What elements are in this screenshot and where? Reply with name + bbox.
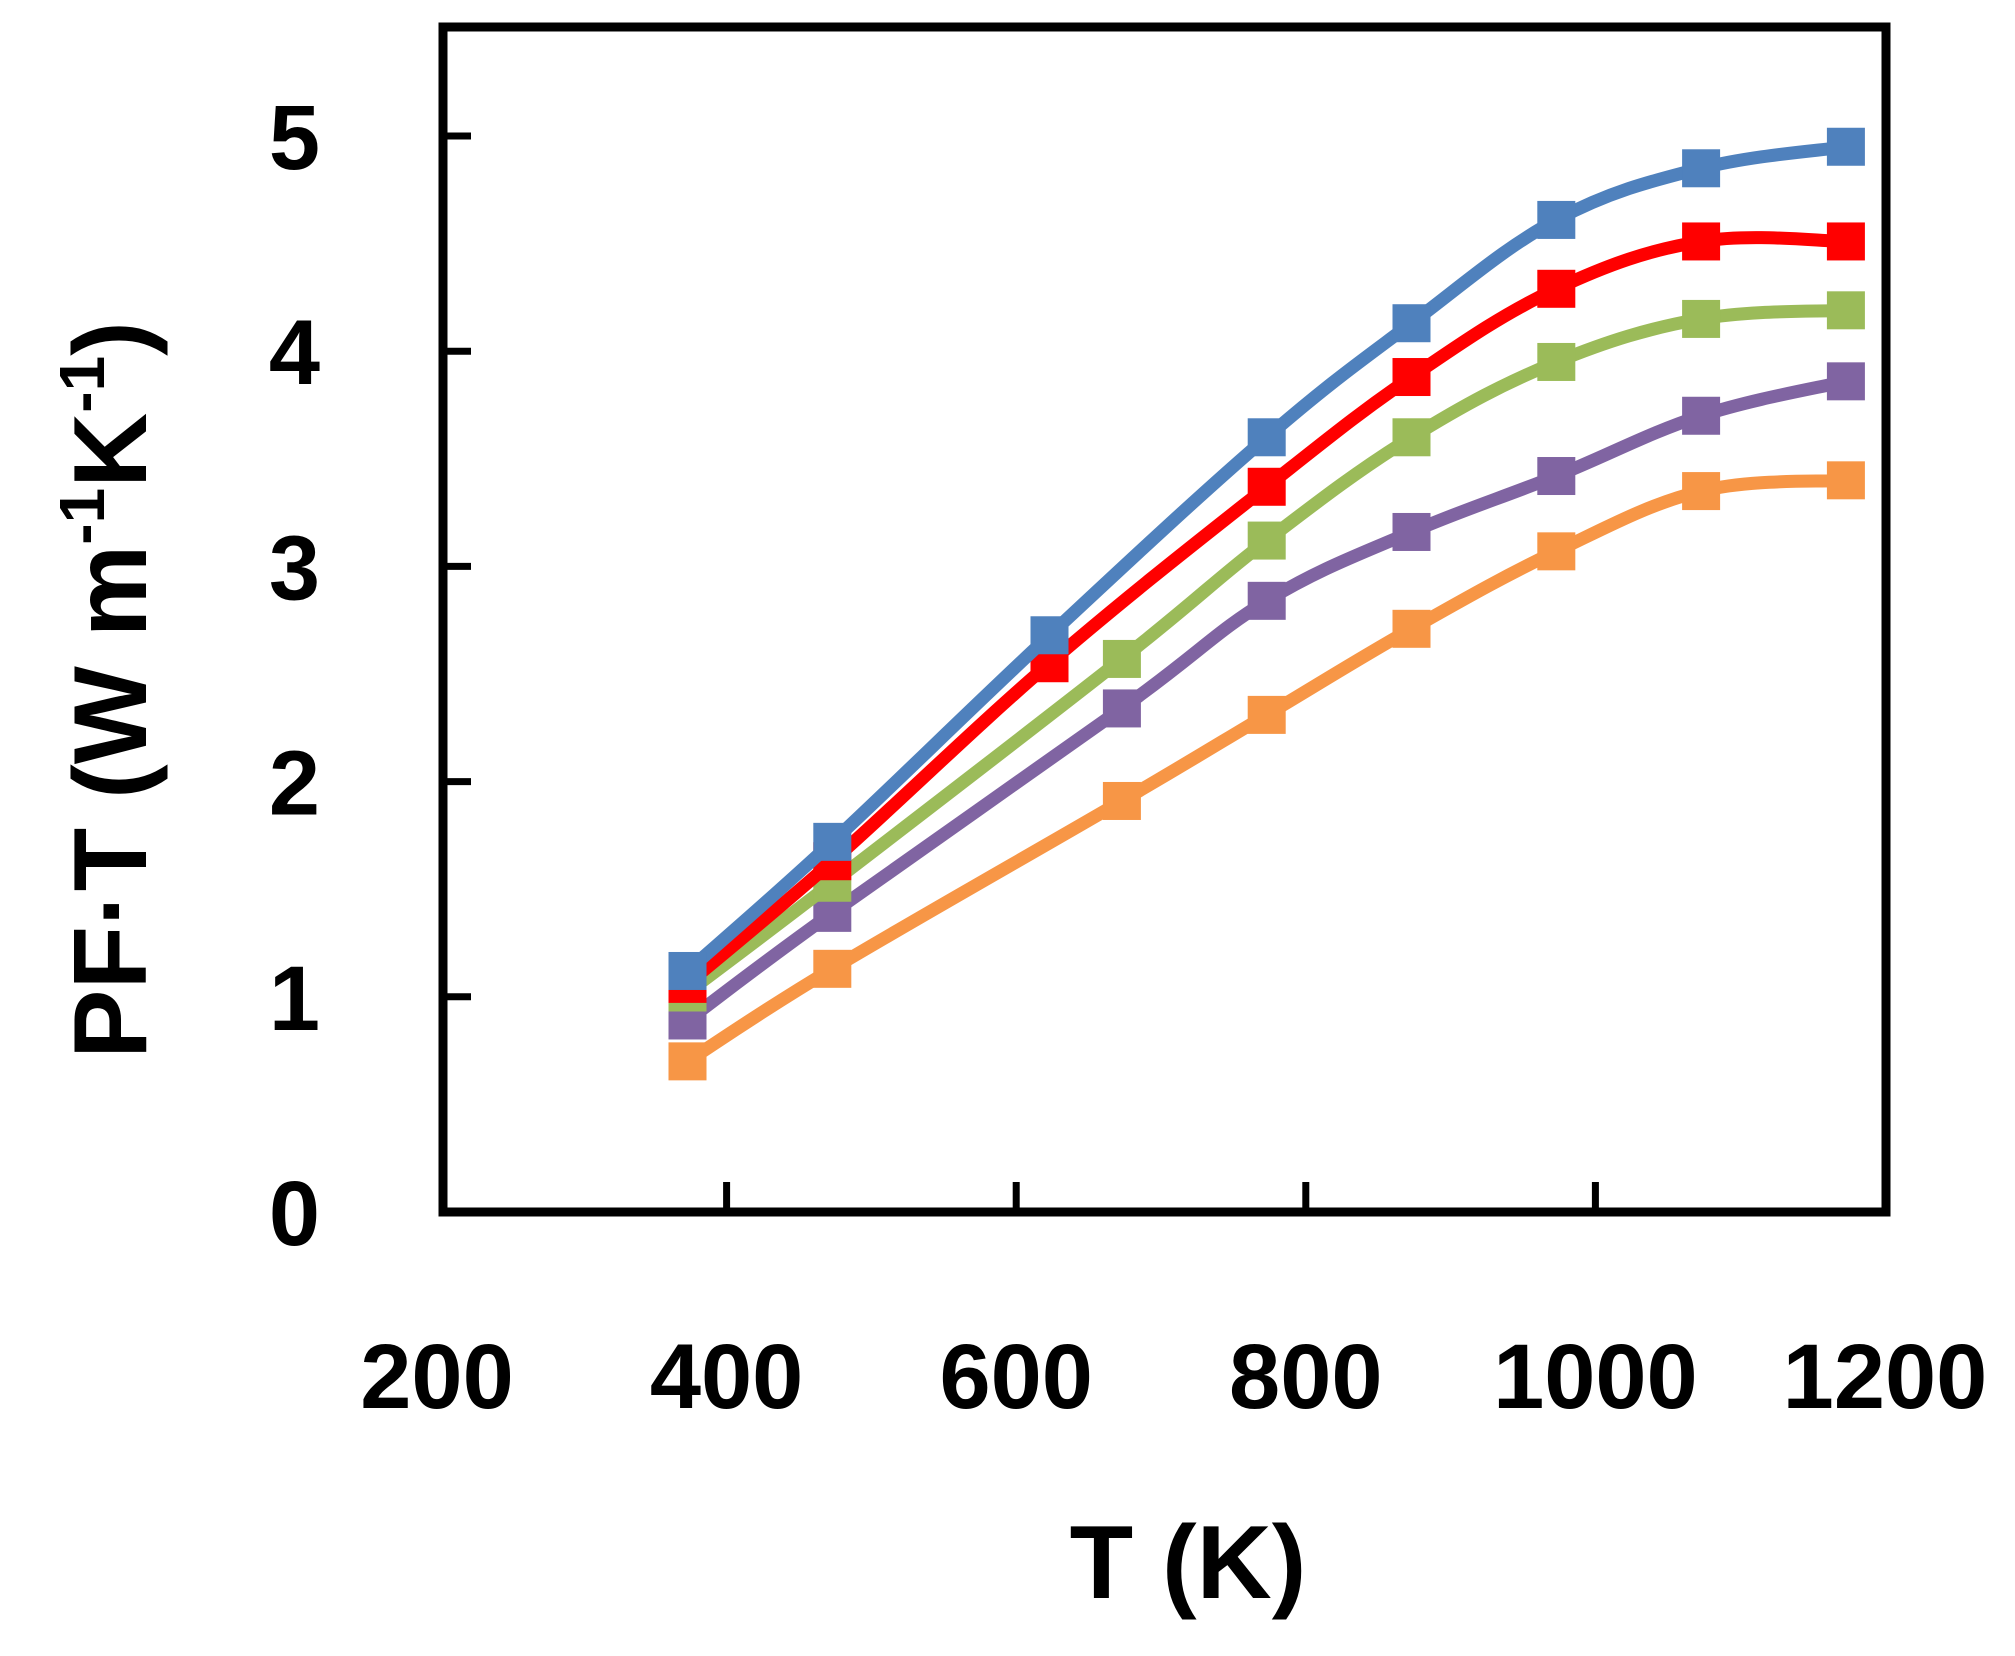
y-tick-label-5: 5	[269, 87, 320, 189]
point-green-973	[1537, 342, 1576, 381]
point-orange-373	[668, 1042, 707, 1081]
series-layer	[668, 127, 1865, 1081]
x-tick-label-400: 400	[650, 1326, 804, 1428]
point-orange-673	[1102, 781, 1141, 820]
series-line-green	[681, 303, 1853, 999]
point-red-973	[1537, 269, 1576, 308]
series-blue	[668, 127, 1865, 990]
point-orange-973	[1537, 532, 1576, 571]
point-green-773	[1247, 521, 1286, 560]
point-red-1073	[1682, 222, 1721, 261]
y-tick-label-2: 2	[269, 733, 320, 835]
point-blue-873	[1392, 304, 1431, 343]
y-axis-title-exp2: -1	[46, 356, 118, 413]
x-tick-label-800: 800	[1229, 1326, 1383, 1428]
point-blue-623	[1030, 616, 1069, 655]
y-tick-label-4: 4	[269, 302, 320, 404]
series-line-red	[681, 231, 1853, 991]
point-blue-1073	[1682, 149, 1721, 188]
y-axis-title-base: PF·T (W m	[53, 545, 169, 1059]
labels-layer: 200 400 600 800 1000 1200 0 1 2 3 4 5	[269, 87, 1988, 1428]
point-red-1173	[1826, 222, 1865, 261]
point-orange-773	[1247, 695, 1286, 734]
point-green-1073	[1682, 299, 1721, 338]
series-line-orange	[681, 473, 1853, 1068]
y-tick-label-3: 3	[269, 517, 320, 619]
series-orange	[668, 461, 1865, 1081]
point-purple-673	[1102, 689, 1141, 728]
point-orange-1173	[1826, 461, 1865, 500]
y-axis-title: PF·T (W m-1K-1)	[46, 321, 169, 1059]
point-blue-373	[668, 951, 707, 990]
y-tick-label-1: 1	[269, 948, 320, 1050]
series-green	[668, 291, 1865, 1012]
point-blue-973	[1537, 200, 1576, 239]
point-purple-773	[1247, 581, 1286, 620]
x-axis-title: T (K)	[1070, 1505, 1307, 1621]
point-green-1173	[1826, 291, 1865, 330]
point-green-873	[1392, 418, 1431, 457]
plot-area-frame	[438, 22, 1891, 1217]
point-purple-1173	[1826, 362, 1865, 401]
point-green-673	[1102, 639, 1141, 678]
series-line-blue	[681, 140, 1853, 978]
point-orange-473	[813, 949, 852, 988]
point-red-873	[1392, 358, 1431, 397]
point-purple-873	[1392, 512, 1431, 551]
point-orange-873	[1392, 609, 1431, 648]
x-tick-label-600: 600	[939, 1326, 1093, 1428]
ticks-layer	[443, 132, 1599, 1212]
y-axis-title-exp1: -1	[46, 488, 118, 545]
y-tick-label-0: 0	[269, 1163, 320, 1265]
point-red-773	[1247, 467, 1286, 506]
x-tick-label-1000: 1000	[1493, 1326, 1698, 1428]
point-blue-1173	[1826, 127, 1865, 166]
series-purple	[668, 362, 1865, 1040]
point-orange-1073	[1682, 472, 1721, 511]
point-purple-1073	[1682, 396, 1721, 435]
point-blue-773	[1247, 418, 1286, 457]
x-tick-label-1200: 1200	[1783, 1326, 1988, 1428]
point-purple-973	[1537, 457, 1576, 496]
y-axis-title-end: )	[53, 321, 169, 356]
series-line-purple	[681, 374, 1853, 1027]
point-blue-473	[813, 822, 852, 861]
y-axis-title-middle: K	[53, 413, 169, 488]
x-tick-label-200: 200	[360, 1326, 514, 1428]
